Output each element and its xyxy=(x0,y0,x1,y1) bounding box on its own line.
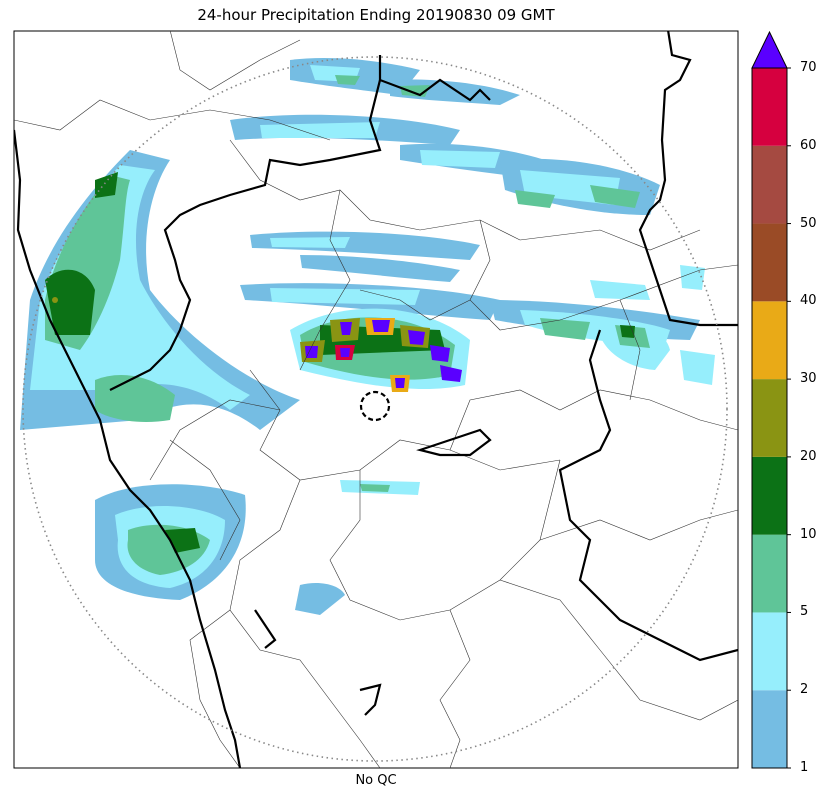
colorbar-tick-label: 60 xyxy=(800,137,817,153)
colorbar-segment xyxy=(752,379,787,457)
map-title: 24-hour Precipitation Ending 20190830 09… xyxy=(197,6,555,24)
precip-field xyxy=(20,58,715,615)
colorbar xyxy=(751,30,791,769)
colorbar-segment xyxy=(752,68,787,146)
colorbar-tick-label: 20 xyxy=(800,448,817,464)
colorbar-segment xyxy=(752,534,787,613)
colorbar-segment xyxy=(752,690,787,768)
colorbar-extend-arrow xyxy=(751,30,788,69)
colorbar-tick-label: 70 xyxy=(800,60,817,75)
colorbar-tick-label: 2 xyxy=(800,682,809,698)
colorbar-tick-label: 30 xyxy=(800,371,817,387)
colorbar-segment xyxy=(752,301,787,380)
colorbar-tick-label: 40 xyxy=(800,293,817,309)
radar-range-ring xyxy=(22,56,728,762)
colorbar-segment xyxy=(752,223,787,302)
colorbar-segment xyxy=(752,456,787,535)
convective-cluster xyxy=(290,308,470,392)
colorbar-tick-label: 5 xyxy=(800,604,809,620)
colorbar-tick-label: 10 xyxy=(800,526,817,542)
colorbar-tick-label: 50 xyxy=(800,215,817,231)
colorbar-segment xyxy=(752,145,787,224)
colorbar-outline xyxy=(751,67,788,769)
map-xlabel: No QC xyxy=(355,773,397,788)
radar-site-marker xyxy=(359,390,391,422)
colorbar-segment xyxy=(752,612,787,691)
colorbar-tick-label: 1 xyxy=(800,760,809,775)
state-boundaries xyxy=(14,31,738,768)
